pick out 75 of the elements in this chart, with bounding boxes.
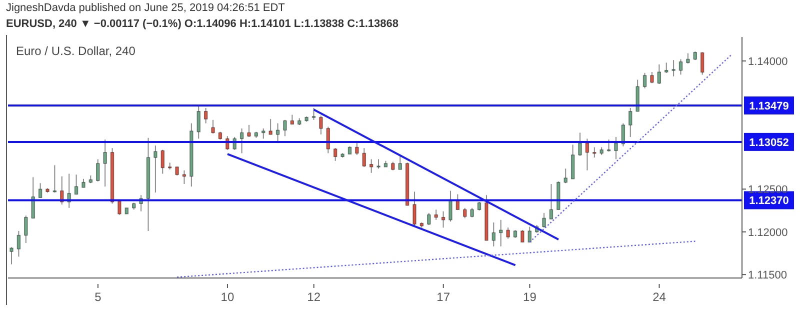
candlestick (463, 207, 467, 219)
candlestick (154, 145, 158, 194)
candlestick (240, 128, 244, 154)
candlestick (52, 164, 57, 194)
candlestick (528, 226, 532, 243)
candlestick (262, 128, 266, 140)
candlestick (686, 52, 690, 64)
y-tick-label: 1.14000 (748, 56, 788, 68)
candlestick (96, 158, 100, 182)
candlestick (376, 158, 380, 170)
candlestick (470, 207, 474, 218)
candlestick (319, 115, 323, 135)
candlestick (492, 222, 496, 247)
candlestick (24, 215, 28, 244)
candlestick (672, 60, 676, 77)
candlestick (355, 142, 359, 156)
candlestick (657, 64, 662, 85)
candlestick (211, 119, 215, 134)
text: Euro / U.S. Dollar, 240 (16, 44, 136, 58)
x-tick-label: 19 (523, 290, 537, 304)
y-tick-label: 1.12000 (748, 226, 788, 239)
candlestick (312, 107, 316, 120)
candlestick (434, 209, 438, 220)
candlestick (606, 139, 611, 152)
candlestick (585, 138, 590, 171)
candlestick (333, 148, 338, 162)
candlestick (182, 170, 186, 184)
candlestick (520, 230, 524, 243)
candlestick (412, 191, 416, 228)
candlestick (268, 118, 272, 135)
candlestick (362, 148, 366, 168)
candlestick (290, 114, 294, 125)
candlestick (499, 219, 503, 247)
ref-line-label: 1.13052 (749, 136, 789, 149)
candlestick (506, 227, 510, 240)
text: JigneshDavda published on June 25, 2019 04:26:51 EDT (6, 2, 285, 14)
x-tick-label: 24 (652, 290, 666, 304)
candlestick (549, 183, 554, 220)
candlestick (196, 104, 200, 140)
candlestick (542, 212, 546, 228)
candlestick (74, 174, 78, 195)
y-tick-label: 1.11500 (748, 269, 787, 282)
candlestick (204, 107, 208, 124)
candlestick (276, 122, 280, 144)
candlestick (570, 144, 575, 180)
candlestick (700, 52, 704, 76)
candlestick (103, 139, 107, 188)
candlestick (642, 72, 647, 89)
candlestick (118, 200, 122, 216)
candlestick (678, 58, 683, 76)
candlestick (16, 230, 21, 258)
candlestick (160, 149, 164, 174)
candlestick (441, 210, 446, 228)
candlestick (650, 72, 654, 84)
candlestick (369, 158, 374, 174)
candlestick (614, 136, 618, 160)
x-tick-label: 10 (220, 290, 234, 304)
candlestick (664, 62, 668, 74)
candlestick (247, 124, 251, 138)
candlestick (427, 212, 431, 226)
x-tick-label: 5 (94, 290, 102, 304)
candlestick (578, 132, 582, 156)
candlestick (283, 119, 287, 137)
chart-subtitle: EURUSD, 240 ▼ −0.00117 (−0.1%) O:1.14096 H:1.14101 L:1.13838 C:1.13868 (6, 18, 398, 30)
candlestick (38, 182, 42, 198)
ref-line-label: 1.13479 (749, 100, 789, 112)
candlestick (448, 190, 452, 222)
x-tick-label: 17 (436, 290, 450, 304)
candlestick (398, 154, 402, 170)
x-tick-label: 12 (307, 290, 321, 304)
ref-line-label: 1.12370 (749, 195, 789, 208)
candlestick (592, 146, 596, 158)
candlestick (10, 246, 14, 265)
candlestick (564, 168, 568, 184)
candlestick (628, 107, 632, 138)
